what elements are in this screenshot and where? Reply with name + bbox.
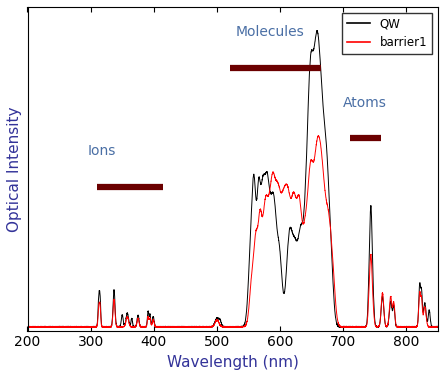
barrier1	[25, 324, 30, 329]
barrier1	[28, 325, 33, 329]
QW	[438, 325, 444, 329]
QW	[273, 211, 279, 216]
barrier1	[294, 196, 299, 200]
QW	[76, 325, 81, 329]
QW	[100, 325, 105, 329]
Legend: QW, barrier1: QW, barrier1	[342, 13, 432, 54]
Y-axis label: Optical Intensity: Optical Intensity	[7, 106, 22, 231]
QW	[334, 320, 339, 324]
barrier1	[365, 313, 371, 318]
Line: QW: QW	[28, 31, 441, 327]
Text: Molecules: Molecules	[236, 25, 305, 39]
QW	[294, 238, 299, 243]
barrier1	[316, 133, 321, 138]
QW	[183, 324, 188, 329]
QW	[315, 28, 320, 33]
QW	[365, 305, 371, 309]
barrier1	[183, 325, 188, 329]
barrier1	[334, 308, 339, 313]
X-axis label: Wavelength (nm): Wavelength (nm)	[167, 355, 299, 370]
Text: Atoms: Atoms	[343, 96, 387, 110]
Line: barrier1: barrier1	[28, 136, 441, 327]
barrier1	[273, 178, 279, 182]
barrier1	[438, 325, 444, 329]
barrier1	[100, 324, 105, 329]
QW	[25, 325, 30, 329]
Text: Ions: Ions	[88, 144, 116, 158]
